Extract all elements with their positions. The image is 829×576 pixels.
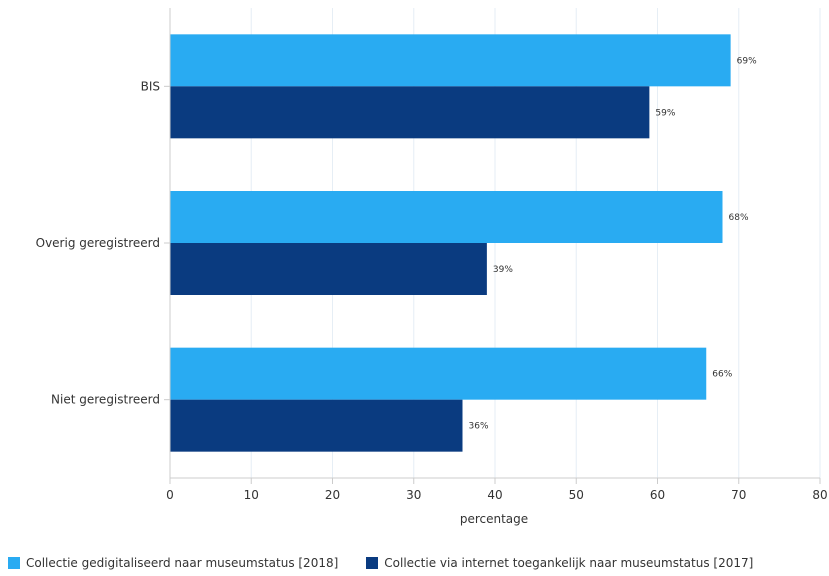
legend-swatch-2018 — [8, 557, 20, 569]
bar-chart: 0 10 20 30 40 50 60 70 80 BIS 69% 59% Overig geregis… — [36, 8, 828, 526]
x-tick-label-1: 10 — [244, 488, 259, 502]
legend-label-2018: Collectie gedigitaliseerd naar museumsta… — [26, 556, 339, 570]
data-label-1-1: 39% — [493, 265, 513, 275]
legend-label-2017: Collectie via internet toegankelijk naar… — [384, 556, 754, 570]
legend-item-2018[interactable]: Collectie gedigitaliseerd naar museumsta… — [8, 556, 338, 570]
category-label-1: Overig geregistreerd — [36, 236, 160, 250]
x-tick-label-6: 60 — [650, 488, 665, 502]
labels: 0 10 20 30 40 50 60 70 80 BIS 69% 59% Overig geregis… — [36, 56, 828, 502]
x-tick-label-0: 0 — [166, 488, 174, 502]
data-label-0-1: 59% — [655, 108, 675, 118]
x-tick-label-2: 20 — [325, 488, 340, 502]
legend-item-2017[interactable]: Collectie via internet toegankelijk naar… — [366, 556, 753, 570]
data-label-2-0: 66% — [712, 370, 732, 380]
category-label-2: Niet geregistreerd — [51, 393, 160, 407]
legend: Collectie gedigitaliseerd naar museumsta… — [8, 556, 781, 570]
x-tick-label-5: 50 — [569, 488, 584, 502]
bar-1-0[interactable] — [170, 191, 723, 243]
data-label-1-0: 68% — [729, 213, 749, 223]
bar-0-0[interactable] — [170, 34, 731, 87]
x-tick-label-3: 30 — [406, 488, 421, 502]
bar-2-0[interactable] — [170, 347, 707, 400]
x-axis-title: percentage — [460, 512, 528, 526]
x-tick-label-4: 40 — [487, 488, 502, 502]
data-label-2-1: 36% — [469, 422, 489, 432]
category-label-0: BIS — [141, 79, 160, 93]
x-tick-label-7: 70 — [731, 488, 746, 502]
bar-0-1[interactable] — [170, 86, 650, 139]
x-tick-label-8: 80 — [812, 488, 827, 502]
bar-1-1[interactable] — [170, 243, 487, 295]
data-label-0-0: 69% — [737, 56, 757, 66]
bars — [170, 34, 731, 452]
legend-swatch-2017 — [366, 557, 379, 569]
axes — [164, 8, 821, 484]
bar-2-1[interactable] — [170, 399, 463, 452]
